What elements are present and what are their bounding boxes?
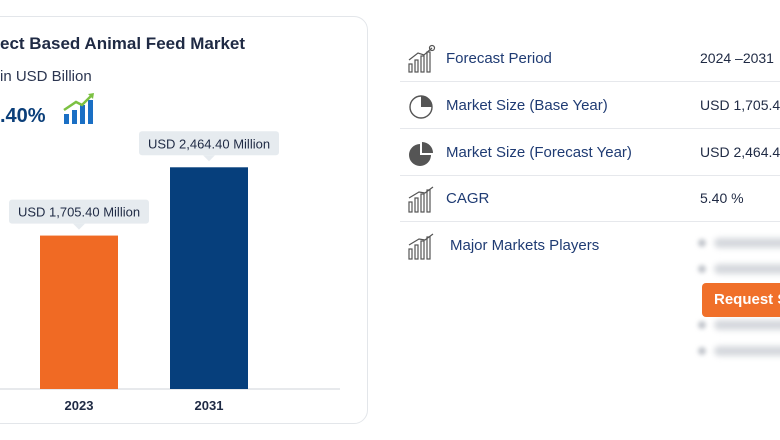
info-row-value: USD 2,464.4 [700, 144, 780, 160]
info-row: CAGR 5.40 % [400, 176, 780, 222]
chart-subtitle: in USD Billion [0, 68, 92, 85]
info-row-label: Major Markets Players [450, 237, 600, 254]
info-row-label: Market Size (Base Year) [446, 97, 608, 114]
data-label: USD 2,464.40 Million [148, 136, 270, 151]
info-row: Market Size (Base Year) USD 1,705.4 [400, 83, 780, 129]
bar-2031 [170, 167, 248, 389]
pie-chart-icon [406, 91, 436, 121]
data-label-pointer [73, 223, 85, 230]
bar-chart-icon [406, 231, 436, 261]
info-row-label: Forecast Period [446, 50, 552, 67]
data-label: USD 1,705.40 Million [18, 205, 140, 220]
x-tick-label: 2031 [195, 398, 224, 413]
bar-chart-icon [406, 184, 436, 214]
info-row-label: Market Size (Forecast Year) [446, 144, 632, 161]
info-row-value: USD 1,705.4 [700, 97, 780, 113]
info-row-label: CAGR [446, 190, 490, 207]
info-row-value: 2024 –2031 [700, 50, 774, 66]
request-sample-button[interactable]: Request S [702, 283, 780, 317]
bar-2023 [40, 235, 118, 389]
growth-arrow-icon [63, 93, 94, 124]
info-row: Major Markets Players [400, 223, 780, 269]
data-label-box [139, 131, 279, 156]
cagr-value: .40% [0, 105, 46, 127]
chart-title: ect Based Animal Feed Market [0, 34, 246, 53]
info-row: Market Size (Forecast Year) USD 2,464.4 [400, 130, 780, 176]
x-tick-label: 2023 [65, 398, 94, 413]
pie-chart-filled-icon [406, 138, 436, 168]
bar-chart: USD 1,705.40 Million 2023 USD 2,464.40 Mil… [0, 131, 340, 413]
growth-chart-icon [406, 44, 436, 74]
info-row-value: 5.40 % [700, 190, 744, 206]
info-row: Forecast Period 2024 –2031 [400, 36, 780, 82]
data-label-box [9, 199, 149, 224]
data-label-pointer [203, 155, 215, 162]
